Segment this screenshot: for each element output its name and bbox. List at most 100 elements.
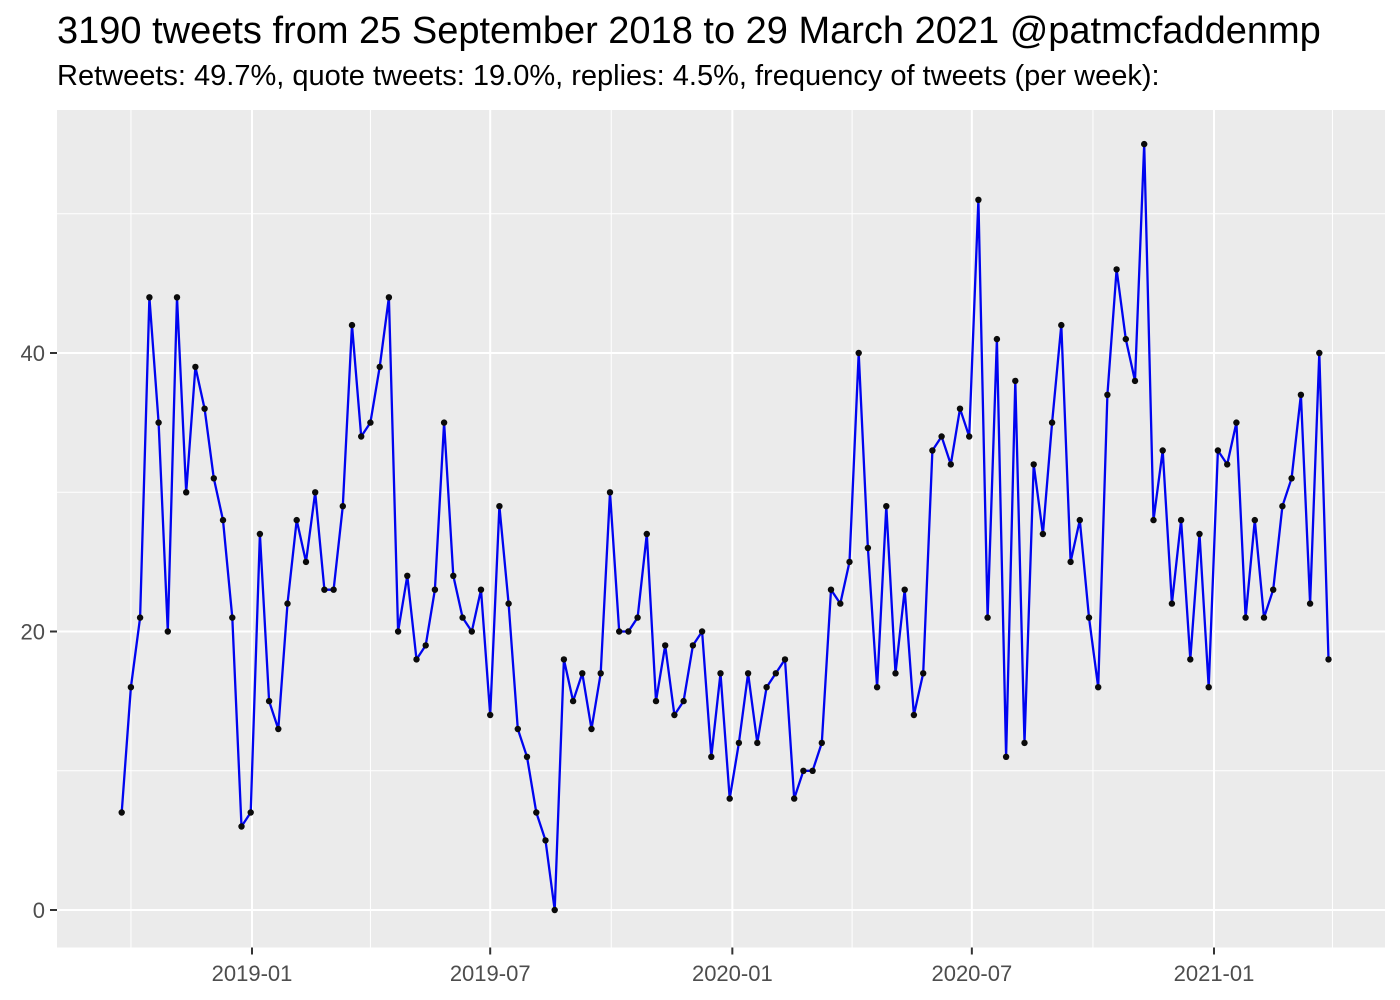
chart-subtitle: Retweets: 49.7%, quote tweets: 19.0%, re…: [57, 60, 1160, 92]
data-point: [1012, 377, 1019, 385]
data-point: [708, 753, 715, 760]
data-point: [864, 544, 872, 552]
data-point: [689, 642, 697, 649]
data-point: [837, 600, 844, 607]
data-point: [754, 739, 761, 747]
data-point: [597, 670, 604, 677]
data-point: [726, 795, 733, 802]
data-point: [1205, 684, 1212, 691]
data-point: [1095, 684, 1102, 691]
data-point: [330, 586, 337, 593]
data-point: [625, 628, 632, 635]
data-point: [192, 363, 199, 371]
data-point: [487, 711, 494, 719]
data-point: [1104, 391, 1111, 398]
data-point: [1076, 516, 1084, 524]
data-point: [431, 586, 439, 593]
data-point: [929, 447, 936, 454]
data-point: [1067, 558, 1074, 566]
data-point: [763, 684, 770, 691]
data-point: [938, 433, 945, 440]
y-tick-label: 20: [21, 620, 45, 645]
data-point: [791, 795, 798, 802]
data-point: [947, 461, 954, 468]
data-point: [542, 837, 549, 844]
data-point: [201, 405, 208, 412]
x-tick-label: 2020-07: [931, 961, 1012, 986]
data-point: [468, 628, 475, 635]
data-point: [1306, 600, 1314, 607]
data-point: [1131, 377, 1139, 385]
x-tick-label: 2021-01: [1174, 961, 1255, 986]
data-point: [1085, 614, 1093, 621]
x-tick-label: 2020-01: [692, 961, 773, 986]
data-point: [975, 196, 982, 203]
data-point: [1039, 530, 1047, 538]
data-point: [293, 516, 300, 524]
data-point: [1122, 335, 1130, 343]
data-point: [394, 628, 402, 635]
data-point: [523, 753, 531, 760]
data-point: [579, 670, 586, 677]
data-point: [155, 419, 162, 426]
data-point: [210, 475, 217, 482]
data-point: [1270, 586, 1277, 593]
x-tick-label: 2019-01: [212, 961, 293, 986]
data-point: [883, 503, 890, 510]
tweet-series-line: [120, 142, 1330, 912]
data-point: [146, 294, 153, 301]
x-tick-label: 2019-07: [450, 961, 531, 986]
data-point: [302, 558, 310, 566]
data-point: [1297, 391, 1305, 398]
data-point: [229, 614, 236, 621]
data-point: [827, 586, 835, 593]
data-point: [173, 294, 181, 301]
data-point: [275, 725, 282, 733]
data-point: [339, 503, 346, 510]
data-point: [496, 503, 503, 510]
data-point: [376, 363, 383, 371]
data-point: [219, 516, 227, 524]
data-point: [505, 600, 512, 607]
data-point: [892, 670, 899, 677]
data-point: [634, 614, 641, 621]
data-point: [1030, 461, 1037, 468]
data-point: [183, 489, 190, 496]
data-point: [1168, 600, 1176, 607]
data-point: [652, 697, 660, 705]
data-point: [1021, 739, 1028, 747]
data-point: [662, 642, 669, 649]
data-point: [404, 572, 411, 579]
data-point: [284, 600, 291, 607]
data-point: [1113, 266, 1120, 273]
data-point: [413, 656, 420, 663]
data-point: [901, 586, 908, 593]
data-point: [533, 809, 540, 816]
y-tick-label: 0: [33, 898, 45, 923]
data-point: [680, 697, 687, 705]
data-point: [735, 739, 743, 747]
plot-panel: [57, 110, 1385, 948]
data-point: [616, 628, 623, 635]
data-point: [1214, 447, 1222, 454]
data-point: [459, 614, 466, 621]
data-point: [1242, 614, 1249, 621]
data-point: [1150, 516, 1157, 524]
data-point: [385, 294, 393, 301]
data-point: [1288, 475, 1295, 482]
data-point: [247, 809, 254, 816]
data-point: [717, 670, 724, 677]
data-point: [256, 530, 264, 538]
data-point: [846, 558, 853, 566]
data-point: [800, 767, 807, 774]
data-point: [606, 489, 614, 496]
data-point: [1196, 530, 1203, 538]
data-point: [514, 725, 521, 733]
data-point: [422, 642, 429, 649]
data-point: [1058, 321, 1065, 329]
data-point: [477, 586, 485, 593]
data-point: [118, 809, 125, 816]
data-point: [440, 419, 448, 426]
